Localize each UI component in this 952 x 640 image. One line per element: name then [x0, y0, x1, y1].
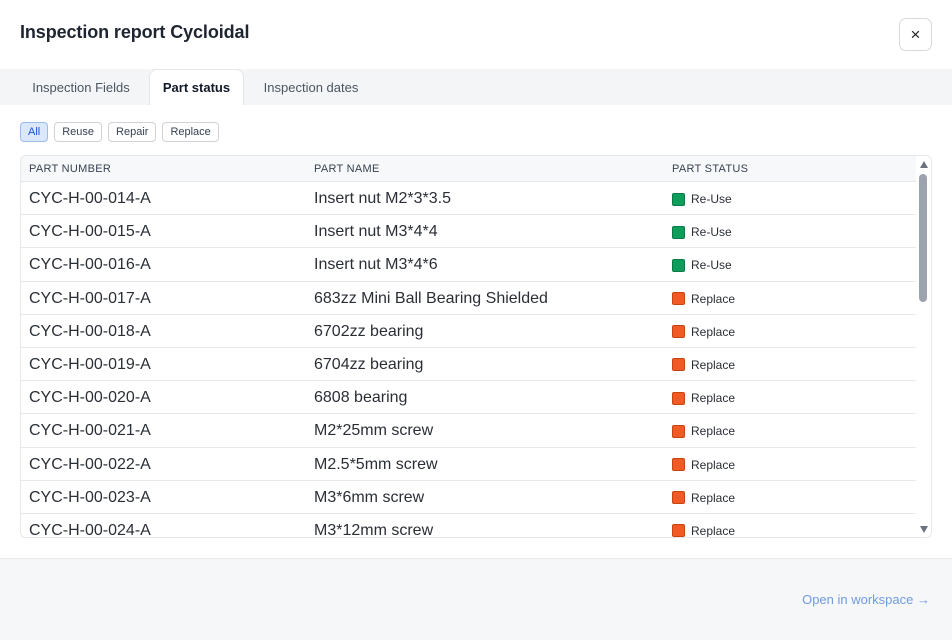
scroll-down-arrow-icon[interactable] — [920, 526, 928, 533]
dialog-header: Inspection report Cycloidal × — [0, 0, 952, 69]
part-number-cell: CYC-H-00-022-A — [29, 455, 151, 473]
status-label: Replace — [691, 523, 736, 538]
column-header-part-status: PART STATUS — [672, 163, 749, 175]
part-status-cell: Replace — [672, 523, 736, 538]
part-status-cell: Replace — [672, 391, 735, 405]
filter-all-button[interactable]: All — [20, 122, 49, 142]
status-color-indicator — [672, 524, 685, 537]
tab-inspection-fields[interactable]: Inspection Fields — [32, 79, 130, 95]
status-label: Replace — [691, 424, 736, 439]
table-scrollbar[interactable] — [916, 156, 931, 537]
part-number-cell: CYC-H-00-016-A — [29, 256, 151, 274]
part-status-cell: Replace — [672, 424, 735, 438]
status-label: Replace — [691, 291, 736, 306]
part-name-cell: M3*6mm screw — [314, 488, 425, 506]
table-row[interactable]: CYC-H-00-021-A M2*25mm screw Replace — [21, 414, 916, 448]
part-status-cell: Replace — [672, 491, 735, 505]
close-icon: × — [910, 24, 921, 44]
table-header: PART NUMBER PART NAME PART STATUS — [21, 156, 916, 182]
part-status-cell: Replace — [672, 292, 735, 306]
status-color-indicator — [672, 192, 685, 206]
status-label: Replace — [691, 490, 736, 505]
table-row[interactable]: CYC-H-00-014-A Insert nut M2*3*3.5 Re-Use — [21, 182, 916, 216]
status-color-indicator — [672, 358, 685, 372]
status-filter-group: All Reuse Repair Replace — [20, 122, 219, 142]
table-row[interactable]: CYC-H-00-019-A 6704zz bearing Replace — [21, 348, 916, 382]
part-name-cell: M2.5*5mm screw — [314, 455, 438, 473]
part-name-cell: M2*25mm screw — [314, 422, 434, 440]
table-row[interactable]: CYC-H-00-018-A 6702zz bearing Replace — [21, 315, 916, 348]
part-status-cell: Replace — [672, 358, 735, 372]
table-row[interactable]: CYC-H-00-016-A Insert nut M3*4*6 Re-Use — [21, 248, 916, 282]
part-number-cell: CYC-H-00-019-A — [29, 355, 151, 373]
column-header-part-name: PART NAME — [314, 163, 380, 175]
status-color-indicator — [672, 292, 685, 306]
part-number-cell: CYC-H-00-014-A — [29, 190, 151, 207]
status-label: Re-Use — [691, 192, 732, 206]
dialog-footer: Open in workspace → — [0, 558, 952, 640]
part-name-cell: 6702zz bearing — [314, 322, 424, 340]
part-number-cell: CYC-H-00-015-A — [29, 223, 151, 241]
part-status-cell: Re-Use — [672, 258, 732, 272]
part-name-cell: 683zz Mini Ball Bearing Shielded — [314, 289, 548, 307]
tab-inspection-dates[interactable]: Inspection dates — [263, 79, 359, 95]
part-name-cell: Insert nut M3*4*4 — [314, 223, 438, 241]
column-header-part-number: PART NUMBER — [29, 163, 112, 175]
tab-part-status[interactable]: Part status — [149, 69, 244, 105]
scroll-thumb[interactable] — [919, 174, 927, 302]
part-status-cell: Replace — [672, 325, 735, 339]
table-row[interactable]: CYC-H-00-023-A M3*6mm screw Replace — [21, 481, 916, 514]
status-color-indicator — [672, 391, 685, 405]
close-button[interactable]: × — [899, 18, 932, 51]
table-row[interactable]: CYC-H-00-024-A M3*12mm screw Replace — [21, 514, 916, 538]
filter-repair-button[interactable]: Repair — [108, 122, 157, 142]
open-in-workspace-link[interactable]: Open in workspace → — [802, 592, 930, 607]
status-label: Re-Use — [691, 225, 732, 240]
filter-replace-button[interactable]: Replace — [162, 122, 219, 142]
filter-reuse-button[interactable]: Reuse — [54, 122, 103, 142]
tab-bar: Inspection Fields Part status Inspection… — [0, 69, 952, 105]
scroll-up-arrow-icon[interactable] — [920, 161, 928, 168]
status-label: Replace — [691, 357, 736, 372]
status-color-indicator — [672, 491, 685, 505]
status-label: Replace — [691, 324, 736, 339]
part-number-cell: CYC-H-00-023-A — [29, 488, 151, 506]
part-name-cell: 6704zz bearing — [314, 355, 424, 373]
dialog-title: Inspection report Cycloidal — [20, 22, 250, 42]
part-name-cell: 6808 bearing — [314, 389, 408, 407]
part-number-cell: CYC-H-00-020-A — [29, 389, 151, 407]
status-color-indicator — [672, 424, 685, 438]
part-status-cell: Re-Use — [672, 192, 732, 206]
part-number-cell: CYC-H-00-017-A — [29, 289, 151, 307]
part-name-cell: Insert nut M3*4*6 — [314, 256, 438, 274]
status-color-indicator — [672, 325, 685, 339]
status-label: Replace — [691, 457, 736, 472]
status-label: Replace — [691, 391, 736, 406]
table-row[interactable]: CYC-H-00-017-A 683zz Mini Ball Bearing Sh… — [21, 282, 916, 315]
table-row[interactable]: CYC-H-00-022-A M2.5*5mm screw Replace — [21, 448, 916, 481]
status-color-indicator — [672, 458, 685, 471]
table-row[interactable]: CYC-H-00-020-A 6808 bearing Replace — [21, 381, 916, 415]
part-number-cell: CYC-H-00-024-A — [29, 521, 151, 538]
part-name-cell: M3*12mm screw — [314, 521, 434, 538]
part-status-cell: Re-Use — [672, 225, 732, 239]
part-status-cell: Replace — [672, 458, 735, 472]
status-color-indicator — [672, 225, 685, 239]
table-row[interactable]: CYC-H-00-015-A Insert nut M3*4*4 Re-Use — [21, 215, 916, 249]
part-number-cell: CYC-H-00-021-A — [29, 422, 151, 440]
table-body: CYC-H-00-014-A Insert nut M2*3*3.5 Re-Use C… — [21, 182, 916, 538]
status-color-indicator — [672, 258, 685, 272]
part-name-cell: Insert nut M2*3*3.5 — [314, 190, 451, 207]
part-number-cell: CYC-H-00-018-A — [29, 322, 151, 340]
parts-table: PART NUMBER PART NAME PART STATUS CYC-H-… — [20, 155, 932, 538]
status-label: Re-Use — [691, 258, 732, 273]
